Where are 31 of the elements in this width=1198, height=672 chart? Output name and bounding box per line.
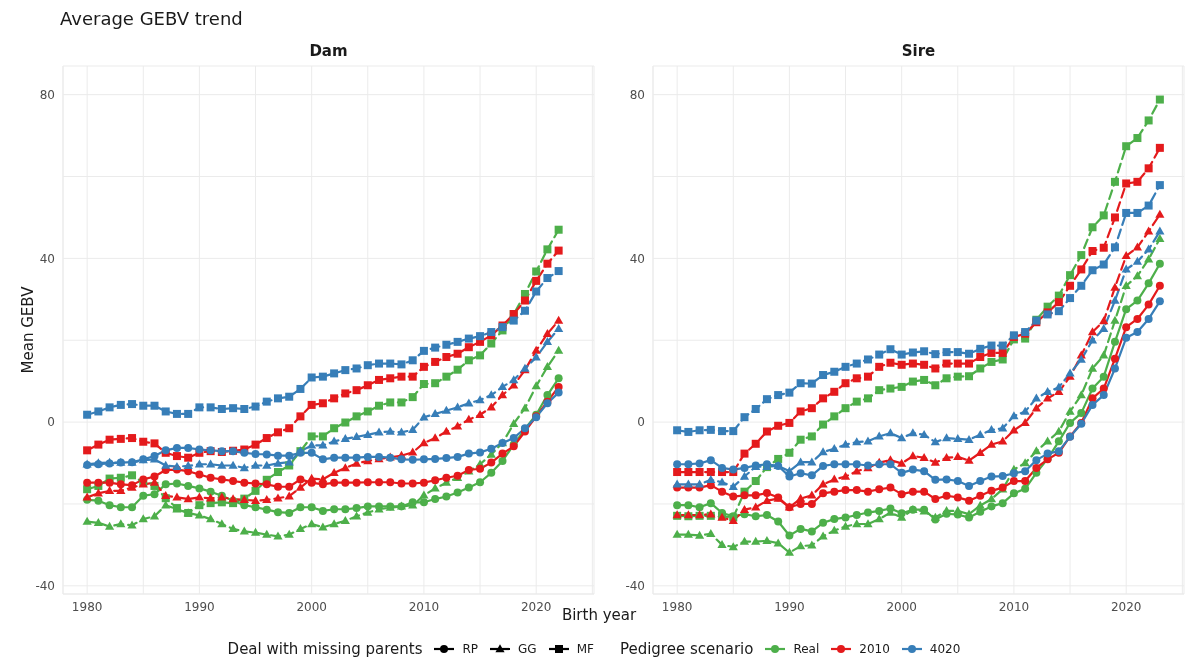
x-tick-label: 2000 — [296, 599, 327, 614]
text: Deal with missing parents — [227, 640, 423, 658]
x-tick-label: 2000 — [886, 599, 917, 614]
y-tick-label: 80 — [39, 87, 55, 102]
x-tick-label: 2020 — [1110, 599, 1142, 614]
x-tick-label: 1990 — [774, 599, 805, 614]
legend-label: Real — [793, 642, 820, 656]
text: GG — [518, 642, 537, 656]
x-tick-label: 2020 — [520, 599, 552, 614]
y-tick-label: -40 — [35, 579, 55, 594]
y-tick-label: 80 — [629, 87, 645, 102]
y-tick-label: 0 — [47, 415, 55, 430]
y-tick-label: 0 — [637, 415, 645, 430]
y-tick-label: 40 — [629, 251, 645, 266]
chart-subtitle: Sire — [900, 42, 937, 60]
x-tick-label: 2010 — [408, 599, 440, 614]
text: MF — [576, 642, 594, 656]
legend-label: 2010 — [859, 642, 890, 656]
x-axis-title: Birth year — [561, 606, 637, 624]
x-tick-label: 1990 — [184, 599, 215, 614]
chart-title: Average GEBV trend — [60, 8, 243, 29]
y-tick-label: -40 — [625, 579, 645, 594]
chart-subtitle: Dam — [308, 42, 349, 60]
legend-label: 4020 — [929, 642, 961, 656]
y-axis-title: Mean GEBV — [19, 285, 38, 374]
legend-title: Pedigree scenario — [619, 640, 754, 658]
x-tick-label: 2010 — [998, 599, 1030, 614]
y-tick-label: 40 — [39, 251, 55, 266]
x-tick-label: 1980 — [71, 599, 103, 614]
x-tick-label: 1980 — [661, 599, 693, 614]
text: RP — [462, 642, 479, 656]
